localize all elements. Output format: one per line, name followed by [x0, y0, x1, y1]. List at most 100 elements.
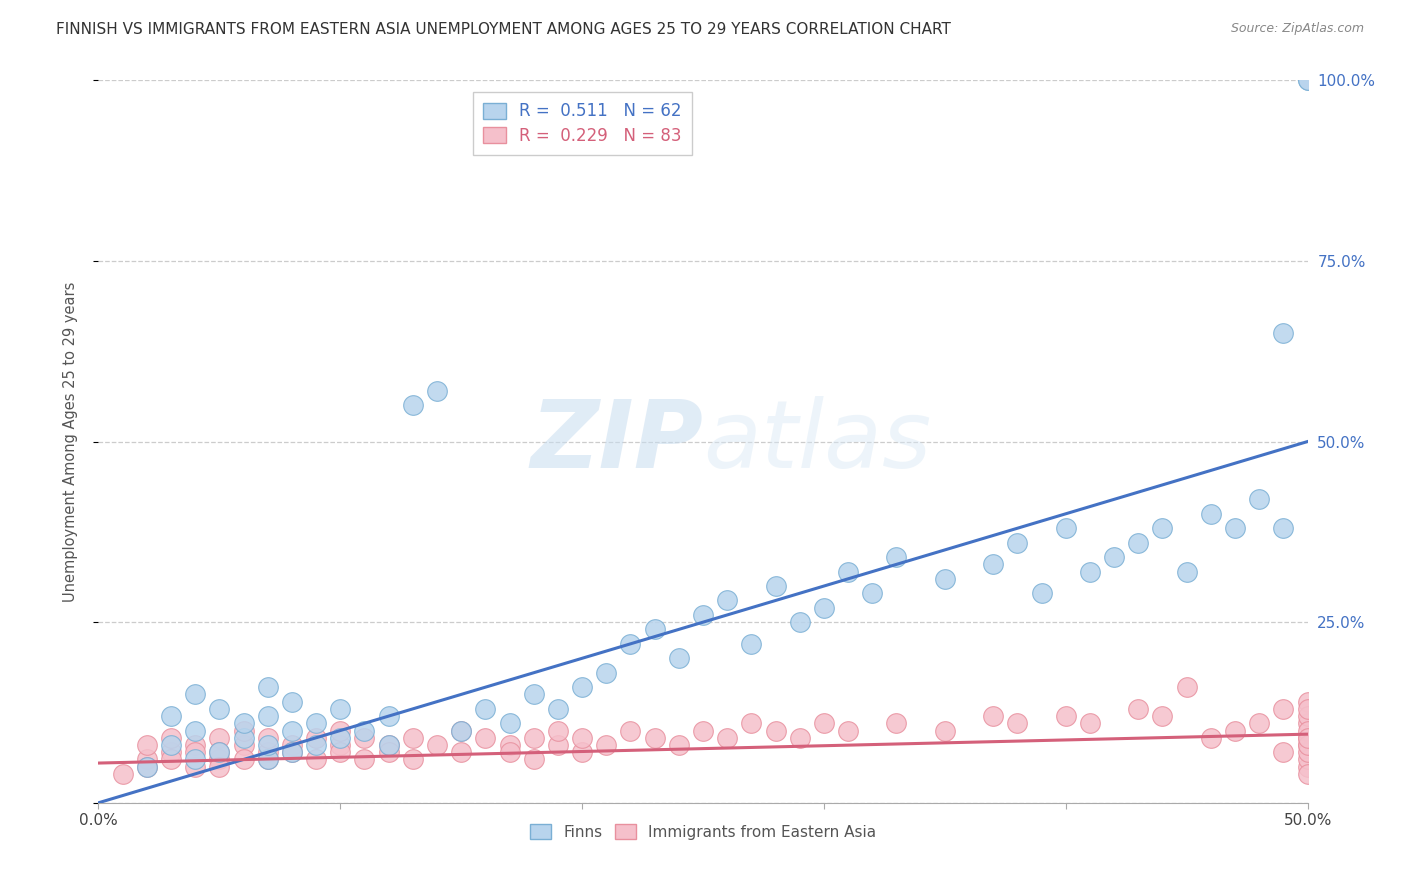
- Point: [886, 550, 908, 565]
- Point: [981, 709, 1004, 723]
- Point: [1296, 73, 1319, 87]
- Point: [160, 709, 183, 723]
- Point: [474, 702, 496, 716]
- Text: Source: ZipAtlas.com: Source: ZipAtlas.com: [1230, 22, 1364, 36]
- Point: [232, 752, 254, 766]
- Point: [1175, 565, 1198, 579]
- Point: [329, 731, 352, 745]
- Text: FINNISH VS IMMIGRANTS FROM EASTERN ASIA UNEMPLOYMENT AMONG AGES 25 TO 29 YEARS C: FINNISH VS IMMIGRANTS FROM EASTERN ASIA …: [56, 22, 950, 37]
- Point: [1007, 535, 1029, 549]
- Point: [1272, 521, 1295, 535]
- Point: [450, 723, 472, 738]
- Point: [1272, 326, 1295, 340]
- Point: [1199, 507, 1222, 521]
- Point: [305, 731, 328, 745]
- Point: [1102, 550, 1125, 565]
- Point: [256, 731, 278, 745]
- Point: [981, 558, 1004, 572]
- Point: [1199, 731, 1222, 745]
- Point: [765, 579, 787, 593]
- Point: [716, 731, 738, 745]
- Point: [377, 709, 399, 723]
- Point: [692, 723, 714, 738]
- Point: [402, 398, 425, 412]
- Point: [886, 716, 908, 731]
- Point: [668, 738, 690, 752]
- Point: [1223, 521, 1246, 535]
- Point: [184, 745, 207, 759]
- Point: [1296, 73, 1319, 87]
- Point: [1296, 723, 1319, 738]
- Point: [1031, 586, 1053, 600]
- Point: [813, 716, 835, 731]
- Point: [1054, 521, 1077, 535]
- Point: [644, 731, 666, 745]
- Y-axis label: Unemployment Among Ages 25 to 29 years: Unemployment Among Ages 25 to 29 years: [63, 281, 77, 602]
- Text: ZIP: ZIP: [530, 395, 703, 488]
- Point: [184, 738, 207, 752]
- Point: [571, 680, 593, 694]
- Point: [595, 665, 617, 680]
- Point: [135, 738, 157, 752]
- Point: [232, 731, 254, 745]
- Point: [329, 723, 352, 738]
- Point: [1128, 535, 1150, 549]
- Point: [1296, 731, 1319, 745]
- Point: [329, 738, 352, 752]
- Point: [256, 709, 278, 723]
- Point: [377, 738, 399, 752]
- Point: [1296, 738, 1319, 752]
- Point: [402, 752, 425, 766]
- Point: [619, 637, 641, 651]
- Text: atlas: atlas: [703, 396, 931, 487]
- Point: [595, 738, 617, 752]
- Point: [281, 738, 304, 752]
- Point: [450, 723, 472, 738]
- Point: [184, 723, 207, 738]
- Point: [135, 760, 157, 774]
- Point: [1296, 695, 1319, 709]
- Point: [837, 723, 859, 738]
- Point: [1296, 767, 1319, 781]
- Point: [474, 731, 496, 745]
- Point: [1128, 702, 1150, 716]
- Point: [740, 637, 762, 651]
- Point: [184, 760, 207, 774]
- Point: [789, 615, 811, 630]
- Point: [160, 745, 183, 759]
- Point: [1272, 745, 1295, 759]
- Point: [1296, 702, 1319, 716]
- Point: [1249, 716, 1271, 731]
- Point: [232, 738, 254, 752]
- Point: [281, 695, 304, 709]
- Point: [765, 723, 787, 738]
- Point: [305, 738, 328, 752]
- Point: [305, 752, 328, 766]
- Point: [111, 767, 134, 781]
- Point: [740, 716, 762, 731]
- Point: [232, 723, 254, 738]
- Point: [1296, 738, 1319, 752]
- Point: [498, 738, 520, 752]
- Point: [232, 716, 254, 731]
- Point: [256, 745, 278, 759]
- Point: [523, 731, 546, 745]
- Point: [668, 651, 690, 665]
- Point: [256, 752, 278, 766]
- Point: [1152, 709, 1174, 723]
- Point: [426, 384, 449, 398]
- Point: [426, 738, 449, 752]
- Point: [208, 752, 231, 766]
- Point: [1054, 709, 1077, 723]
- Point: [256, 752, 278, 766]
- Point: [1078, 565, 1101, 579]
- Point: [571, 731, 593, 745]
- Point: [281, 745, 304, 759]
- Point: [208, 702, 231, 716]
- Point: [1175, 680, 1198, 694]
- Point: [135, 760, 157, 774]
- Point: [1078, 716, 1101, 731]
- Point: [377, 738, 399, 752]
- Point: [860, 586, 883, 600]
- Point: [813, 600, 835, 615]
